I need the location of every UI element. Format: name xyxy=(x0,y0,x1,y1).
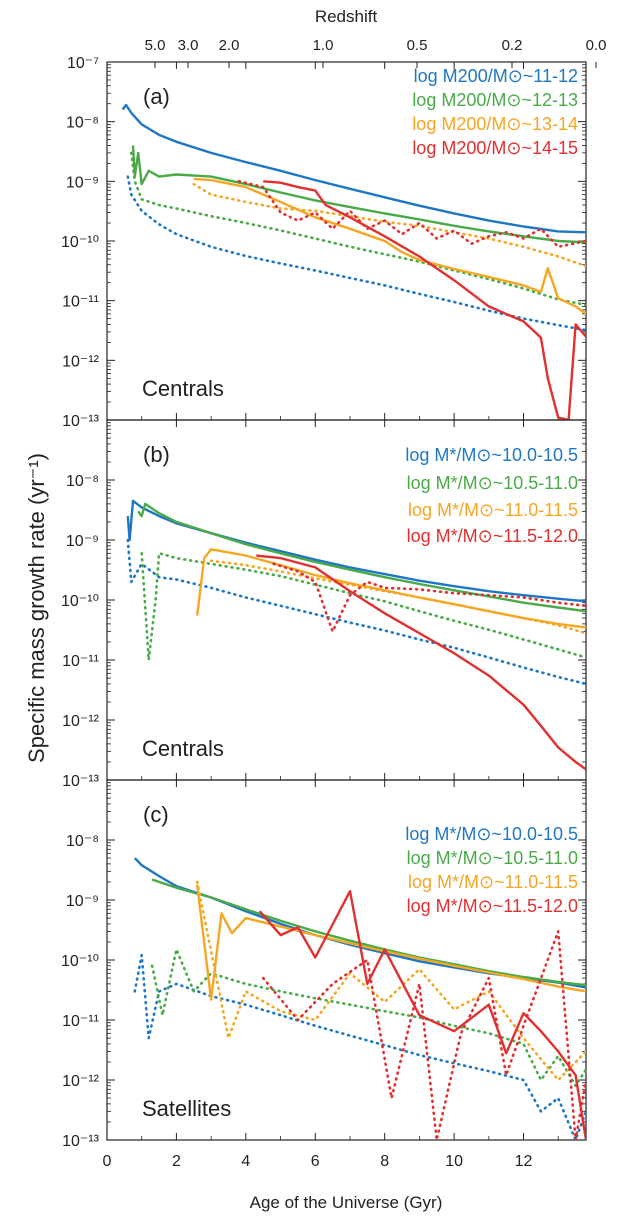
population-label: Centrals xyxy=(142,376,224,401)
y-tick-label: 10⁻⁹ xyxy=(66,893,99,910)
top-tick-label: 0.0 xyxy=(586,37,607,54)
series-1-dotted-line xyxy=(126,538,586,686)
panel-label: (b) xyxy=(143,442,170,467)
series-4-solid-line xyxy=(258,890,586,1140)
legend-entry: log M*/M⊙~11.5-12.0 xyxy=(407,526,578,546)
x-tick-label: 2 xyxy=(172,1153,181,1170)
legend-entry: log M*/M⊙~10.5-11.0 xyxy=(407,473,578,493)
legend-entry: log M*/M⊙~11.5-12.0 xyxy=(407,896,578,916)
x-tick-label: 8 xyxy=(380,1153,389,1170)
panel-b: 10⁻¹³ 10⁻¹² 10⁻¹¹ 10⁻¹⁰ 10⁻⁹ 10⁻⁸ log M*/M⊙~10… xyxy=(61,419,587,790)
y-tick-label: 10⁻¹¹ xyxy=(62,294,99,311)
panel-c: 10⁻¹³ 10⁻¹² 10⁻¹¹ 10⁻¹⁰ 10⁻⁹ 10⁻⁸ log M*/M⊙~10… xyxy=(61,779,587,1150)
series-4-dotted-line xyxy=(272,562,586,633)
y-tick-label: 10⁻⁸ xyxy=(66,833,99,850)
y-tick-label: 10⁻¹⁰ xyxy=(61,234,99,251)
panels: 10⁻¹³ 10⁻¹² 10⁻¹¹ 10⁻¹⁰ 10⁻⁹ 10⁻⁸ 10⁻⁷ log M200… xyxy=(61,55,587,1150)
legend-entry: log M200/M⊙~11-12 xyxy=(414,66,578,86)
series-4-dotted-line xyxy=(261,930,586,1140)
y-tick-label: 10⁻⁷ xyxy=(67,55,99,72)
series-4-solid-line xyxy=(256,554,586,771)
legend-entry: log M*/M⊙~11.0-11.5 xyxy=(408,872,578,892)
x-tick-label: 12 xyxy=(515,1153,533,1170)
legend-entry: log M*/M⊙~10.0-10.5 xyxy=(405,824,578,844)
legend-entry: log M200/M⊙~12-13 xyxy=(412,90,578,110)
series-3-solid-line xyxy=(196,884,586,1001)
y-tick-label: 10⁻¹³ xyxy=(62,413,100,430)
y-tick-label: 10⁻¹⁰ xyxy=(61,593,99,610)
population-label: Satellites xyxy=(142,1096,231,1121)
series-1-solid-line xyxy=(126,499,586,603)
series-2-dotted-line xyxy=(130,151,586,307)
top-axis-ticks: 5.0 3.0 2.0 1.0 0.5 0.2 0.0 xyxy=(145,37,607,68)
series-3-solid-line xyxy=(196,548,586,629)
y-tick-label: 10⁻⁸ xyxy=(66,473,99,490)
x-tick-label: 0 xyxy=(103,1153,112,1170)
x-tick-label: 6 xyxy=(311,1153,320,1170)
y-tick-label: 10⁻¹² xyxy=(62,1073,100,1090)
series-group xyxy=(126,499,586,771)
x-tick-label: 10 xyxy=(445,1153,463,1170)
y-tick-label: 10⁻⁹ xyxy=(66,533,99,550)
series-4-dotted-line xyxy=(237,180,586,249)
x-tick-label: 4 xyxy=(241,1153,250,1170)
series-group xyxy=(133,857,586,1140)
top-tick-label: 2.0 xyxy=(219,37,240,54)
x-axis-label: Age of the Universe (Gyr) xyxy=(250,1193,443,1212)
series-2-dotted-line xyxy=(150,948,586,1088)
panel-label: (a) xyxy=(143,84,170,109)
series-2-solid-line xyxy=(131,145,586,244)
top-axis-label: Redshift xyxy=(315,7,378,26)
legend-entry: log M*/M⊙~10.0-10.5 xyxy=(405,445,578,465)
series-3-dotted-line xyxy=(192,182,586,268)
panel-label: (c) xyxy=(143,802,169,827)
series-1-dotted-line xyxy=(126,175,586,332)
series-2-solid-line xyxy=(151,878,586,987)
top-tick-label: 5.0 xyxy=(145,37,166,54)
panel-a: 10⁻¹³ 10⁻¹² 10⁻¹¹ 10⁻¹⁰ 10⁻⁹ 10⁻⁸ 10⁻⁷ log M200… xyxy=(61,55,587,430)
y-tick-label: 10⁻¹⁰ xyxy=(61,953,99,970)
legend-entry: log M200/M⊙~13-14 xyxy=(412,114,578,134)
series-group xyxy=(121,103,586,420)
legend-entry: log M*/M⊙~11.0-11.5 xyxy=(408,500,578,520)
legend-entry: log M*/M⊙~10.5-11.0 xyxy=(407,848,578,868)
series-2-solid-line xyxy=(137,502,586,613)
series-1-solid-line xyxy=(121,103,586,234)
series-1-dotted-line xyxy=(133,953,586,1140)
legend-entry: log M200/M⊙~14-15 xyxy=(412,138,578,158)
y-tick-label: 10⁻¹¹ xyxy=(62,653,99,670)
series-4-solid-line xyxy=(263,180,586,420)
y-tick-label: 10⁻¹¹ xyxy=(62,1013,99,1030)
series-3-dotted-line xyxy=(195,880,586,1082)
top-tick-label: 0.2 xyxy=(502,37,523,54)
y-tick-label: 10⁻¹³ xyxy=(62,1133,100,1150)
top-tick-label: 1.0 xyxy=(313,37,334,54)
top-tick-label: 0.5 xyxy=(407,37,428,54)
top-tick-label: 3.0 xyxy=(178,37,199,54)
y-tick-label: 10⁻¹² xyxy=(62,353,100,370)
y-tick-label: 10⁻¹² xyxy=(62,713,100,730)
y-tick-label: 10⁻⁹ xyxy=(66,174,99,191)
bottom-axis-ticks: 0 2 4 6 8 10 12 xyxy=(103,1153,533,1170)
y-axis-label: Specific mass growth rate (yr⁻¹) xyxy=(24,453,49,763)
y-tick-label: 10⁻¹³ xyxy=(62,773,100,790)
y-tick-label: 10⁻⁸ xyxy=(66,115,99,132)
population-label: Centrals xyxy=(142,736,224,761)
